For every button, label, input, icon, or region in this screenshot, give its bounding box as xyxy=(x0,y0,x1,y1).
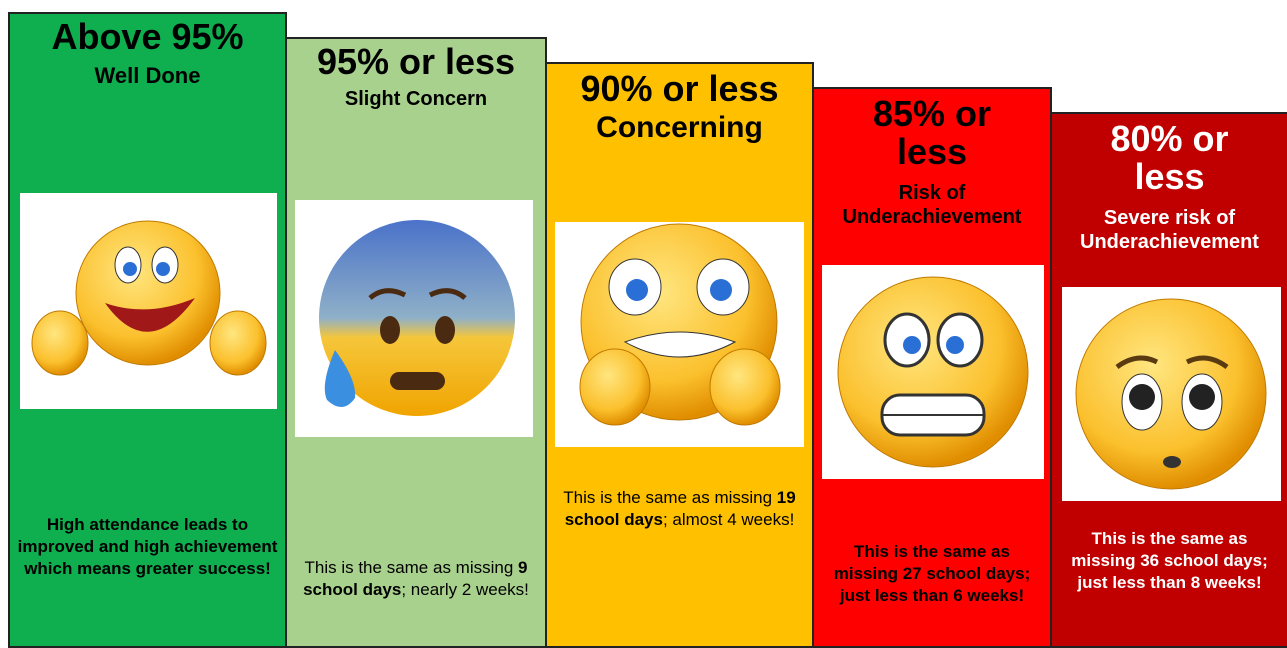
heading: 90% or less xyxy=(547,70,812,108)
description-text: High attendance leads to improved and hi… xyxy=(18,515,278,578)
description-emphasis: 36 school days xyxy=(1140,551,1262,570)
description-emphasis: 27 school days xyxy=(903,564,1025,583)
subheading: Severe risk of Underachievement xyxy=(1058,206,1281,254)
emoji-image xyxy=(822,265,1044,479)
column: Above 95% Well Done High attendance lead… xyxy=(8,12,287,648)
description: This is the same as missing 27 school da… xyxy=(820,541,1044,607)
column: 80% or less Severe risk of Underachievem… xyxy=(1050,112,1287,648)
description: This is the same as missing 9 school day… xyxy=(293,557,539,601)
description: This is the same as missing 36 school da… xyxy=(1058,528,1281,594)
description-text: ; almost 4 weeks! xyxy=(663,510,794,529)
description: This is the same as missing 19 school da… xyxy=(553,487,806,531)
emoji-image xyxy=(295,200,533,437)
description-text: This is the same as missing xyxy=(563,488,777,507)
emoji-image xyxy=(555,222,804,447)
subheading: Concerning xyxy=(547,112,812,144)
column: 90% or less Concerning This is the same … xyxy=(545,62,814,648)
description: High attendance leads to improved and hi… xyxy=(16,514,279,580)
page: {"columns":[ {"heading":"Above 95%","sub… xyxy=(0,0,1287,646)
subheading: Risk of Underachievement xyxy=(822,181,1042,229)
heading: 80% or less xyxy=(1082,120,1257,196)
column: 85% or less Risk of Underachievement Thi… xyxy=(812,87,1052,648)
subheading: Well Done xyxy=(10,64,285,87)
description-text: This is the same as missing xyxy=(305,558,519,577)
column: 95% or less Slight Concern This is the s… xyxy=(285,37,547,648)
emoji-image xyxy=(1062,287,1281,501)
description-text: ; nearly 2 weeks! xyxy=(401,580,529,599)
heading: Above 95% xyxy=(10,18,285,56)
emoji-image xyxy=(20,193,277,409)
heading: 95% or less xyxy=(287,43,545,81)
subheading: Slight Concern xyxy=(287,89,545,110)
heading: 85% or less xyxy=(844,95,1020,171)
